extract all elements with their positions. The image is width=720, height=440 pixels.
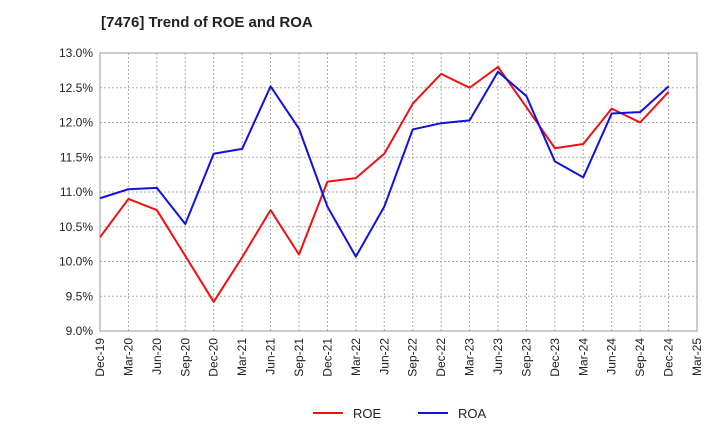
- x-tick-label: Sep-24: [633, 338, 647, 377]
- x-tick-label: Jun-23: [491, 338, 505, 375]
- y-tick-label: 11.5%: [60, 150, 93, 164]
- x-tick-label: Dec-22: [434, 338, 448, 377]
- x-tick-label: Jun-22: [377, 338, 391, 375]
- y-tick-label: 9.0%: [66, 324, 94, 338]
- grid-lines: [100, 53, 697, 331]
- x-tick-label: Jun-20: [150, 338, 164, 375]
- x-tick-label: Mar-21: [235, 338, 249, 376]
- y-tick-label: 10.5%: [59, 220, 93, 234]
- y-axis-tick-labels: 9.0% 9.5% 10.0% 10.5% 11.0% 11.5% 12.0% 12.5% 13…: [59, 46, 93, 338]
- x-tick-label: Dec-23: [548, 338, 562, 377]
- series-line-roe: [99, 65, 670, 303]
- x-tick-label: Mar-24: [576, 338, 590, 376]
- x-axis-tick-labels: Dec-19 Mar-20 Jun-20 Sep-20 Dec-20 Mar-21 Jun-…: [93, 338, 704, 377]
- y-tick-label: 12.0%: [59, 116, 93, 130]
- x-tick-label: Sep-20: [178, 338, 192, 377]
- legend-label-roa: ROA: [458, 406, 487, 421]
- x-tick-label: Dec-21: [320, 338, 334, 377]
- legend: ROE ROA: [313, 406, 487, 421]
- plot-area-frame: [99, 52, 698, 332]
- y-tick-label: 11.0%: [60, 185, 93, 199]
- x-tick-label: Dec-24: [662, 338, 676, 377]
- x-tick-label: Sep-23: [519, 338, 533, 377]
- x-tick-label: Dec-20: [207, 338, 221, 377]
- data-series: [99, 65, 670, 303]
- y-tick-label: 12.5%: [59, 81, 93, 95]
- legend-label-roe: ROE: [353, 406, 382, 421]
- x-tick-label: Mar-20: [121, 338, 135, 376]
- y-tick-label: 10.0%: [59, 255, 93, 269]
- x-tick-label: Jun-21: [264, 338, 278, 375]
- x-tick-label: Sep-22: [406, 338, 420, 377]
- x-tick-label: Jun-24: [605, 338, 619, 375]
- series-line-roa: [99, 70, 670, 258]
- x-tick-label: Dec-19: [93, 338, 107, 377]
- x-tick-label: Sep-21: [292, 338, 306, 377]
- x-tick-label: Mar-23: [463, 338, 477, 376]
- x-tick-label: Mar-25: [690, 338, 704, 376]
- x-tick-label: Mar-22: [349, 338, 363, 376]
- y-tick-label: 13.0%: [59, 46, 93, 60]
- y-tick-label: 9.5%: [66, 289, 94, 303]
- chart-title: [7476] Trend of ROE and ROA: [101, 14, 313, 31]
